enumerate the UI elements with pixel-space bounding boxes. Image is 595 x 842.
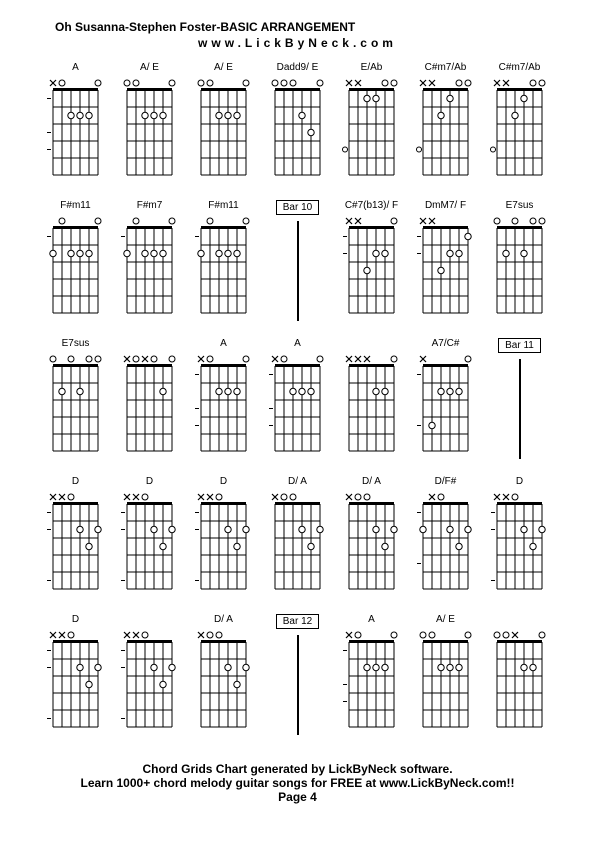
chord-label: D: [516, 476, 523, 490]
chord-diagram: D: [187, 476, 261, 614]
chord-diagram: F#m7: [113, 200, 187, 338]
chord-label: A/ E: [140, 62, 159, 76]
chord-diagram: E7sus: [39, 338, 113, 476]
chord-diagram: DmM7/ F: [409, 200, 483, 338]
chord-label: C#m7/Ab: [425, 62, 467, 76]
chord-label: A: [368, 614, 375, 628]
bar-label: Bar 10: [276, 200, 319, 215]
chord-label: F#m11: [208, 200, 238, 214]
chord-diagram: F#m11: [39, 200, 113, 338]
chord-diagram: D/F#: [409, 476, 483, 614]
bar-line: [297, 635, 299, 735]
footer-line-3: Page 4: [25, 790, 570, 804]
chord-diagram: [113, 614, 187, 752]
chord-label: A: [294, 338, 301, 352]
chord-diagram: D: [483, 476, 557, 614]
chord-label: D: [146, 476, 153, 490]
bar-marker: Bar 10: [261, 200, 335, 338]
chord-label: A/ E: [436, 614, 455, 628]
chord-grid: A A/ E A/ E Dadd9/ E E/Ab C#m7/Ab C#m7/Ab F#m11…: [25, 62, 570, 752]
chord-diagram: C#m7/Ab: [483, 62, 557, 200]
chord-label: D/ A: [288, 476, 307, 490]
chord-label: D: [72, 476, 79, 490]
bar-label: Bar 12: [276, 614, 319, 629]
chord-diagram: Dadd9/ E: [261, 62, 335, 200]
bar-marker: Bar 12: [261, 614, 335, 752]
footer-line-1: Chord Grids Chart generated by LickByNec…: [25, 762, 570, 776]
chord-diagram: A: [39, 62, 113, 200]
chord-diagram: D: [39, 476, 113, 614]
chord-diagram: C#m7/Ab: [409, 62, 483, 200]
chord-label: F#m7: [137, 200, 163, 214]
chord-label: A: [72, 62, 79, 76]
bar-line: [297, 221, 299, 321]
page-title: Oh Susanna-Stephen Foster-BASIC ARRANGEM…: [55, 20, 570, 34]
chord-diagram: A: [335, 614, 409, 752]
chord-diagram: D: [113, 476, 187, 614]
chord-diagram: A/ E: [113, 62, 187, 200]
chord-label: Dadd9/ E: [277, 62, 319, 76]
chord-diagram: C#7(b13)/ F: [335, 200, 409, 338]
bar-marker: Bar 11: [483, 338, 557, 476]
chord-label: D/F#: [435, 476, 457, 490]
chord-diagram: A7/C#: [409, 338, 483, 476]
chord-label: C#7(b13)/ F: [345, 200, 398, 214]
chord-label: A/ E: [214, 62, 233, 76]
chord-label: D/ A: [214, 614, 233, 628]
chord-diagram: A/ E: [187, 62, 261, 200]
page-subtitle: www.LickByNeck.com: [25, 36, 570, 50]
chord-label: E7sus: [62, 338, 90, 352]
bar-label: Bar 11: [498, 338, 541, 353]
chord-label: D: [220, 476, 227, 490]
chord-diagram: D/ A: [187, 614, 261, 752]
chord-label: C#m7/Ab: [499, 62, 541, 76]
chord-diagram: A/ E: [409, 614, 483, 752]
bar-line: [519, 359, 521, 459]
chord-label: E/Ab: [361, 62, 383, 76]
chord-label: DmM7/ F: [425, 200, 466, 214]
footer-line-2: Learn 1000+ chord melody guitar songs fo…: [25, 776, 570, 790]
chord-diagram: E7sus: [483, 200, 557, 338]
chord-diagram: [335, 338, 409, 476]
chord-label: E7sus: [506, 200, 534, 214]
chord-diagram: [113, 338, 187, 476]
chord-label: D/ A: [362, 476, 381, 490]
chord-label: D: [72, 614, 79, 628]
chord-diagram: F#m11: [187, 200, 261, 338]
chord-label: A7/C#: [432, 338, 460, 352]
chord-diagram: D/ A: [261, 476, 335, 614]
chord-diagram: D: [39, 614, 113, 752]
chord-diagram: A: [261, 338, 335, 476]
chord-diagram: A: [187, 338, 261, 476]
chord-label: F#m11: [60, 200, 90, 214]
chord-diagram: D/ A: [335, 476, 409, 614]
chord-diagram: [483, 614, 557, 752]
chord-diagram: E/Ab: [335, 62, 409, 200]
chord-label: A: [220, 338, 227, 352]
